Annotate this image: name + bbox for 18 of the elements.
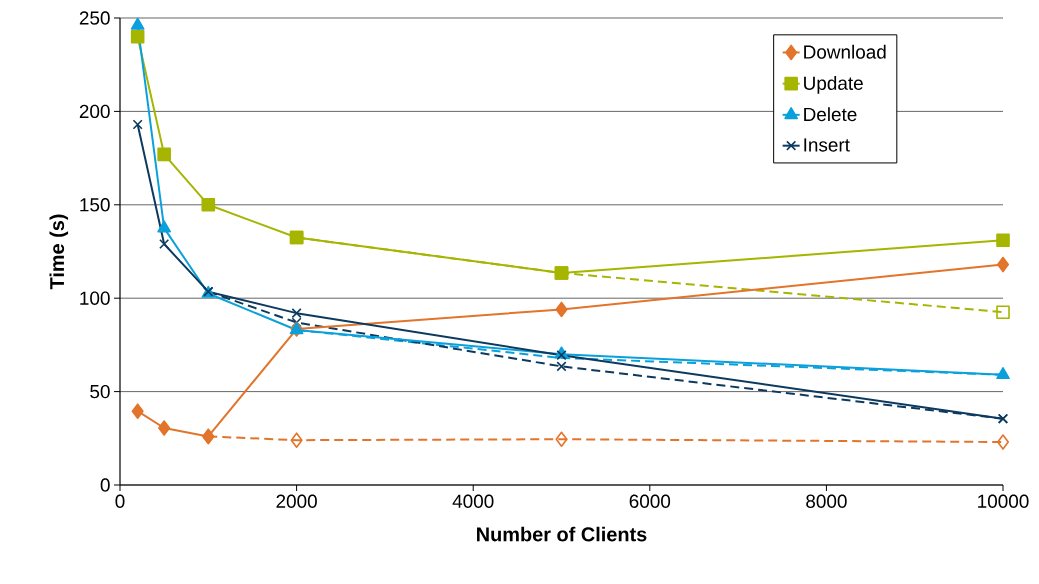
legend-label: Download bbox=[804, 44, 886, 59]
legend-label: Insert bbox=[804, 138, 850, 152]
y-tick-label: 200 bbox=[79, 104, 110, 119]
x-tick-label: 10000 bbox=[978, 494, 1029, 508]
legend-label: Delete bbox=[804, 107, 857, 122]
x-tick-label: 0 bbox=[115, 494, 125, 508]
y-tick-label: 150 bbox=[80, 198, 110, 212]
y-tick-label: 0 bbox=[100, 478, 110, 492]
x-axis-title: Number of Clients bbox=[477, 526, 647, 542]
legend-label: Update bbox=[804, 76, 863, 94]
y-tick-label: 50 bbox=[90, 384, 110, 399]
y-tick-label: 100 bbox=[80, 291, 110, 305]
x-tick-label: 6000 bbox=[629, 494, 671, 508]
y-axis-title: Time (s) bbox=[49, 214, 69, 290]
x-tick-label: 2000 bbox=[276, 494, 317, 508]
x-tick-label: 4000 bbox=[452, 494, 494, 508]
y-tick-label: 250 bbox=[79, 11, 110, 25]
x-tick-label: 8000 bbox=[806, 494, 847, 508]
